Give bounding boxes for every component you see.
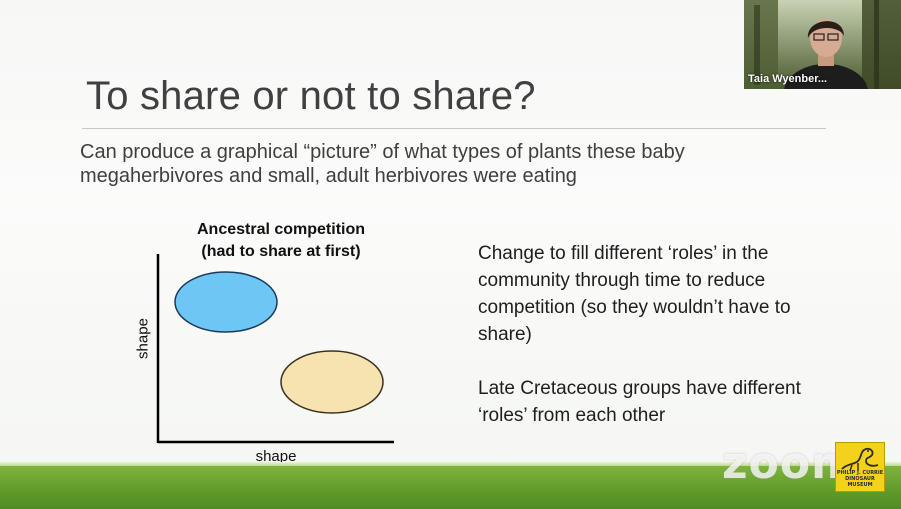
participant-video-tile[interactable]: Taia Wyenber... [744,0,901,89]
museum-logo-text: PHILIP J. CURRIE DINOSAUR MUSEUM [836,470,884,488]
title-divider [82,128,826,129]
slide-title: To share or not to share? [86,74,536,118]
ancestral-group-blob-tan [280,350,384,414]
y-axis-label: shape [134,318,152,359]
slide-subtitle: Can produce a graphical “picture” of wha… [80,141,685,187]
footer-highlight [0,462,901,468]
ancestral-group-blob-blue [174,271,278,333]
museum-logo: PHILIP J. CURRIE DINOSAUR MUSEUM [835,442,885,492]
text-block-late-cretaceous: Late Cretaceous groups have different ‘r… [478,378,801,426]
chart-title: Ancestral competition (had to share at f… [196,221,366,260]
slide-footer-bar [0,466,901,509]
text-block-roles: Change to fill different ‘roles’ in the … [478,243,791,345]
participant-name-label: Taia Wyenber... [748,73,828,85]
x-axis-label: shape [255,448,297,465]
niche-chart [156,254,394,444]
dinosaur-icon [841,447,879,472]
participant-video-feed [744,0,901,89]
zoom-watermark: zoom [722,438,858,489]
